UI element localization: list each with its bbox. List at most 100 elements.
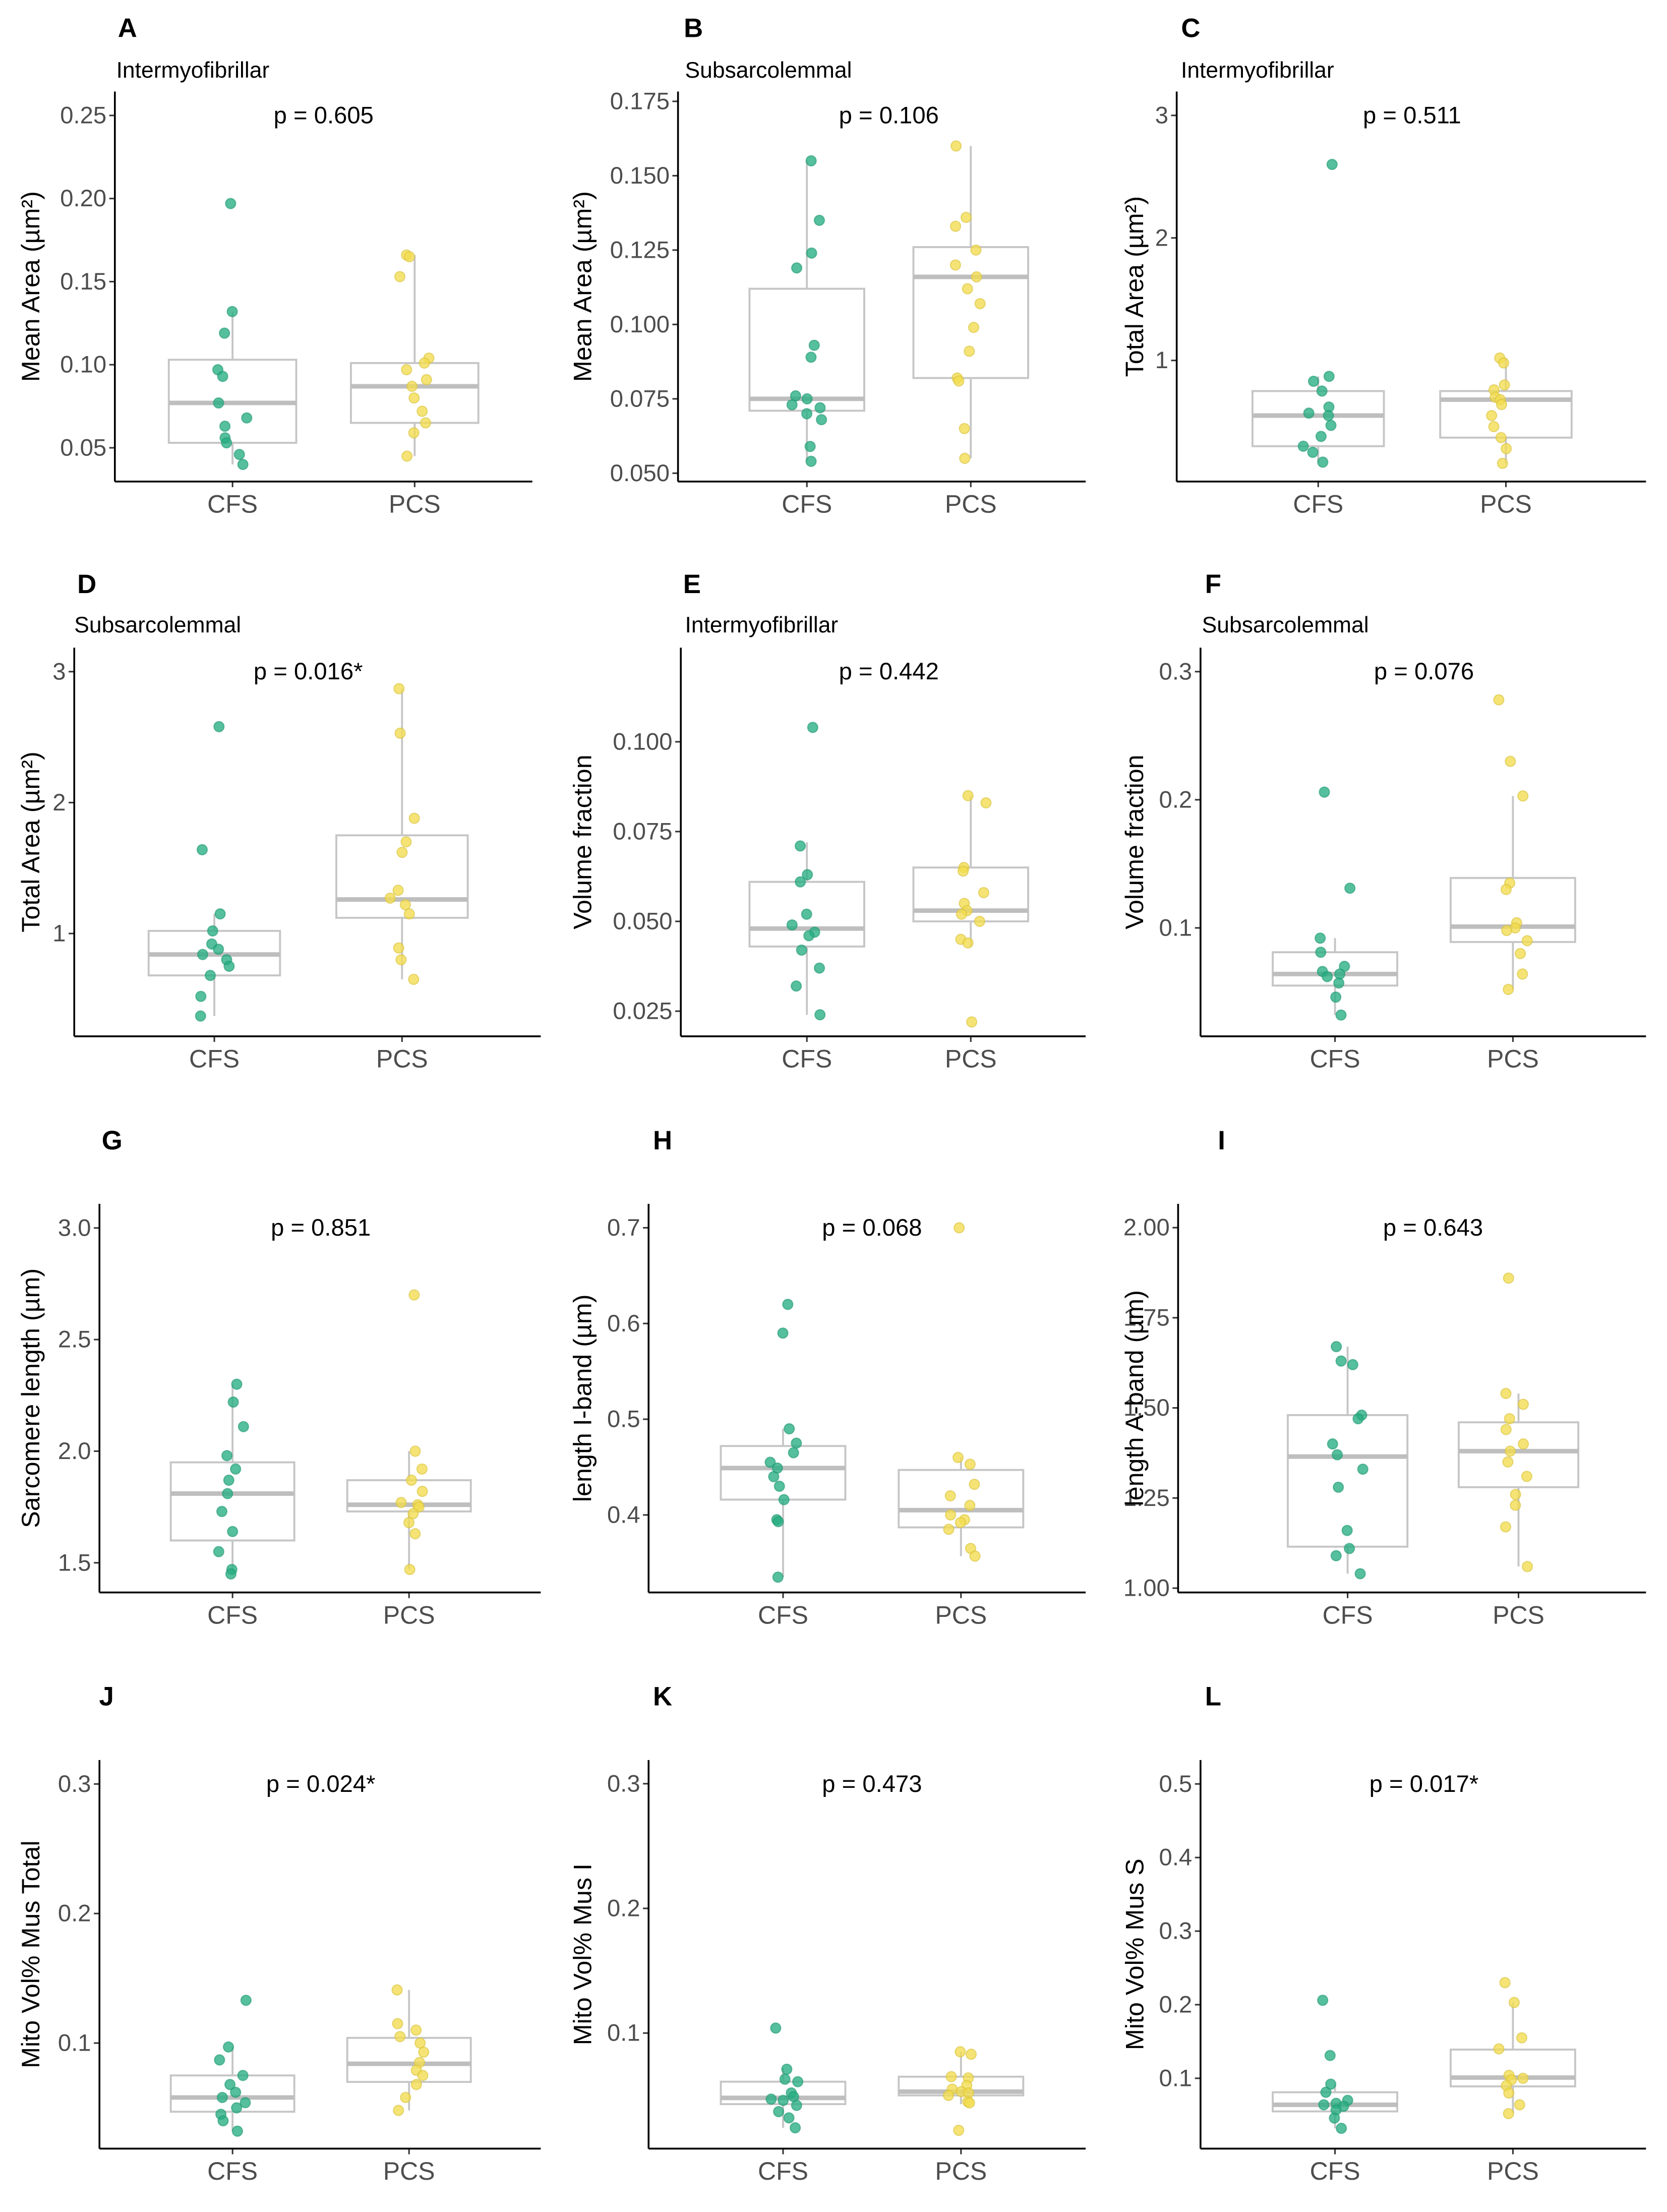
panel-k-cfs-point bbox=[781, 2063, 793, 2075]
panel-g-cfs-point bbox=[231, 1378, 243, 1390]
panel-e-cfs-point bbox=[786, 919, 798, 931]
panel-e-pcs-point bbox=[962, 790, 974, 801]
panel-h-letter: H bbox=[653, 1126, 672, 1155]
panel-f-letter: F bbox=[1205, 569, 1221, 599]
panel-d: D Subsarcolemmal p = 0.016* 1 2 3 Total Area (… bbox=[17, 569, 541, 1073]
panel-e-ytick-label: 0.100 bbox=[613, 728, 672, 755]
panel-g-pcs-point bbox=[416, 1485, 428, 1497]
panel-e-ytick-label: 0.075 bbox=[613, 818, 672, 845]
panel-e-cfs-point bbox=[814, 1009, 826, 1021]
panel-l-cfs-point bbox=[1320, 2086, 1332, 2098]
panel-f-cfs-point bbox=[1335, 1009, 1347, 1021]
panel-b-ytick-label: 0.150 bbox=[610, 162, 670, 189]
panel-c-pcs-point bbox=[1495, 432, 1507, 443]
panel-h-ytick-label: 0.4 bbox=[607, 1501, 640, 1528]
panel-i-cfs-point bbox=[1352, 1413, 1364, 1425]
panel-i-cfs-point bbox=[1357, 1463, 1368, 1475]
panel-l-y-axis-label: Mito Vol% Mus S bbox=[1120, 1858, 1149, 2050]
panel-c-ytick-label: 2 bbox=[1155, 224, 1168, 251]
panel-j-pcs-point bbox=[391, 1984, 403, 1996]
panel-l-category-label-cfs: CFS bbox=[1310, 2157, 1360, 2185]
panel-i-pcs-point bbox=[1500, 1424, 1512, 1435]
panel-c-pcs-point bbox=[1488, 421, 1500, 433]
panel-f-cfs-point bbox=[1315, 933, 1326, 944]
panel-b-pcs-point bbox=[974, 298, 986, 310]
panel-k-pcs-point bbox=[964, 2097, 975, 2109]
panel-b-cfs-point bbox=[786, 399, 798, 411]
panel-c-cfs-point bbox=[1303, 407, 1315, 419]
panel-j-category-label-pcs: PCS bbox=[383, 2157, 435, 2185]
panel-i-pcs-point bbox=[1510, 1499, 1521, 1511]
panel-c-category-label-pcs: PCS bbox=[1480, 490, 1532, 518]
panel-h-y-axis-label: length I-band (µm) bbox=[569, 1295, 597, 1502]
panel-b-cfs-point bbox=[808, 339, 820, 351]
panel-h-cfs-box bbox=[720, 1445, 847, 1501]
panel-i-pcs-point bbox=[1500, 1521, 1512, 1533]
panel-b-pcs-point bbox=[950, 140, 962, 152]
panel-e-cfs-point bbox=[802, 869, 813, 881]
panel-k-cfs-point bbox=[765, 2093, 777, 2105]
panel-f-category-label-pcs: PCS bbox=[1487, 1044, 1539, 1073]
panel-g-pcs-point bbox=[407, 1508, 419, 1520]
panel-e-category-label-pcs: PCS bbox=[945, 1044, 997, 1073]
panel-k-letter: K bbox=[653, 1682, 672, 1712]
panel-d-category-label-cfs: CFS bbox=[189, 1044, 240, 1073]
panel-j-cfs-point bbox=[230, 2086, 242, 2098]
panel-i-cfs-point bbox=[1347, 1359, 1358, 1371]
panel-a-pcs-point bbox=[403, 251, 415, 263]
panel-k-cfs-point bbox=[778, 2094, 789, 2106]
panel-k-pcs-point bbox=[965, 2049, 977, 2060]
panel-c-cfs-point bbox=[1297, 440, 1309, 452]
panel-b-cfs-box bbox=[748, 287, 865, 412]
panel-e-cfs-point bbox=[801, 908, 812, 920]
panel-a-cfs-point bbox=[241, 412, 253, 424]
panel-c-ytick-label: 3 bbox=[1155, 102, 1168, 129]
panel-l-ytick-label: 0.3 bbox=[1159, 1917, 1193, 1944]
panel-i-ytick-label: 1.50 bbox=[1123, 1394, 1170, 1421]
panel-a-pcs-point bbox=[416, 405, 428, 417]
panel-b-cfs-point bbox=[801, 393, 813, 404]
panel-l-category-label-pcs: PCS bbox=[1487, 2157, 1539, 2185]
panel-b-letter: B bbox=[684, 13, 703, 43]
panel-d-pcs-point bbox=[393, 942, 404, 954]
panel-f-cfs-point bbox=[1322, 971, 1333, 982]
panel-h-cfs-point bbox=[784, 1423, 795, 1435]
panel-h-ytick-label: 0.7 bbox=[607, 1214, 640, 1241]
panel-i-letter: I bbox=[1218, 1126, 1225, 1155]
panel-i-pcs-point bbox=[1510, 1488, 1521, 1500]
panel-k-cfs-point bbox=[779, 2073, 791, 2085]
panel-g-y-axis-label: Sarcomere length (µm) bbox=[17, 1268, 45, 1528]
panel-i-pcs-point bbox=[1521, 1471, 1532, 1482]
panel-l-cfs-point bbox=[1318, 2099, 1330, 2111]
panel-a-pcs-point bbox=[420, 417, 432, 429]
panel-b-pcs-point bbox=[960, 211, 972, 223]
panel-i-category-label-pcs: PCS bbox=[1493, 1601, 1544, 1629]
panel-j-ytick-label: 0.2 bbox=[58, 1900, 91, 1927]
panel-c-cfs-point bbox=[1323, 371, 1335, 382]
panel-b-cfs-point bbox=[805, 352, 817, 363]
panel-i-cfs-point bbox=[1331, 1341, 1342, 1353]
panel-a-pcs-point bbox=[408, 427, 420, 439]
panel-j-pcs-box bbox=[346, 2036, 472, 2083]
panel-a-pcs-point bbox=[401, 364, 412, 376]
panel-j-cfs-point bbox=[231, 2102, 243, 2114]
panel-h-p-value: p = 0.068 bbox=[822, 1214, 922, 1241]
panel-e-p-value: p = 0.442 bbox=[839, 658, 939, 685]
panel-d-cfs-point bbox=[197, 949, 209, 960]
panel-i-p-value: p = 0.643 bbox=[1383, 1214, 1483, 1241]
panel-l-pcs-point bbox=[1517, 2072, 1529, 2084]
panel-b-p-value: p = 0.106 bbox=[839, 102, 939, 129]
panel-f-pcs-point bbox=[1500, 884, 1512, 895]
panel-h-ytick-label: 0.6 bbox=[607, 1310, 640, 1337]
panel-j-ytick-label: 0.1 bbox=[58, 2029, 91, 2056]
panel-b-cfs-point bbox=[791, 262, 803, 274]
panel-i-y-axis-label: length A-band (µm) bbox=[1120, 1290, 1149, 1506]
panel-a-cfs-point bbox=[219, 420, 231, 432]
panel-b-y-axis-label: Mean Area (µm²) bbox=[569, 191, 597, 382]
panel-k: Kp = 0.473 0.1 0.2 0.3 Mito Vol% Mus I CFS PCS bbox=[569, 1682, 1086, 2185]
panel-e-pcs-point bbox=[978, 887, 990, 899]
panel-a-cfs-point bbox=[233, 448, 245, 460]
panel-e-cfs-point bbox=[803, 930, 815, 942]
panel-b-ytick-label: 0.050 bbox=[610, 460, 670, 487]
panel-d-ytick-label: 1 bbox=[52, 920, 66, 947]
